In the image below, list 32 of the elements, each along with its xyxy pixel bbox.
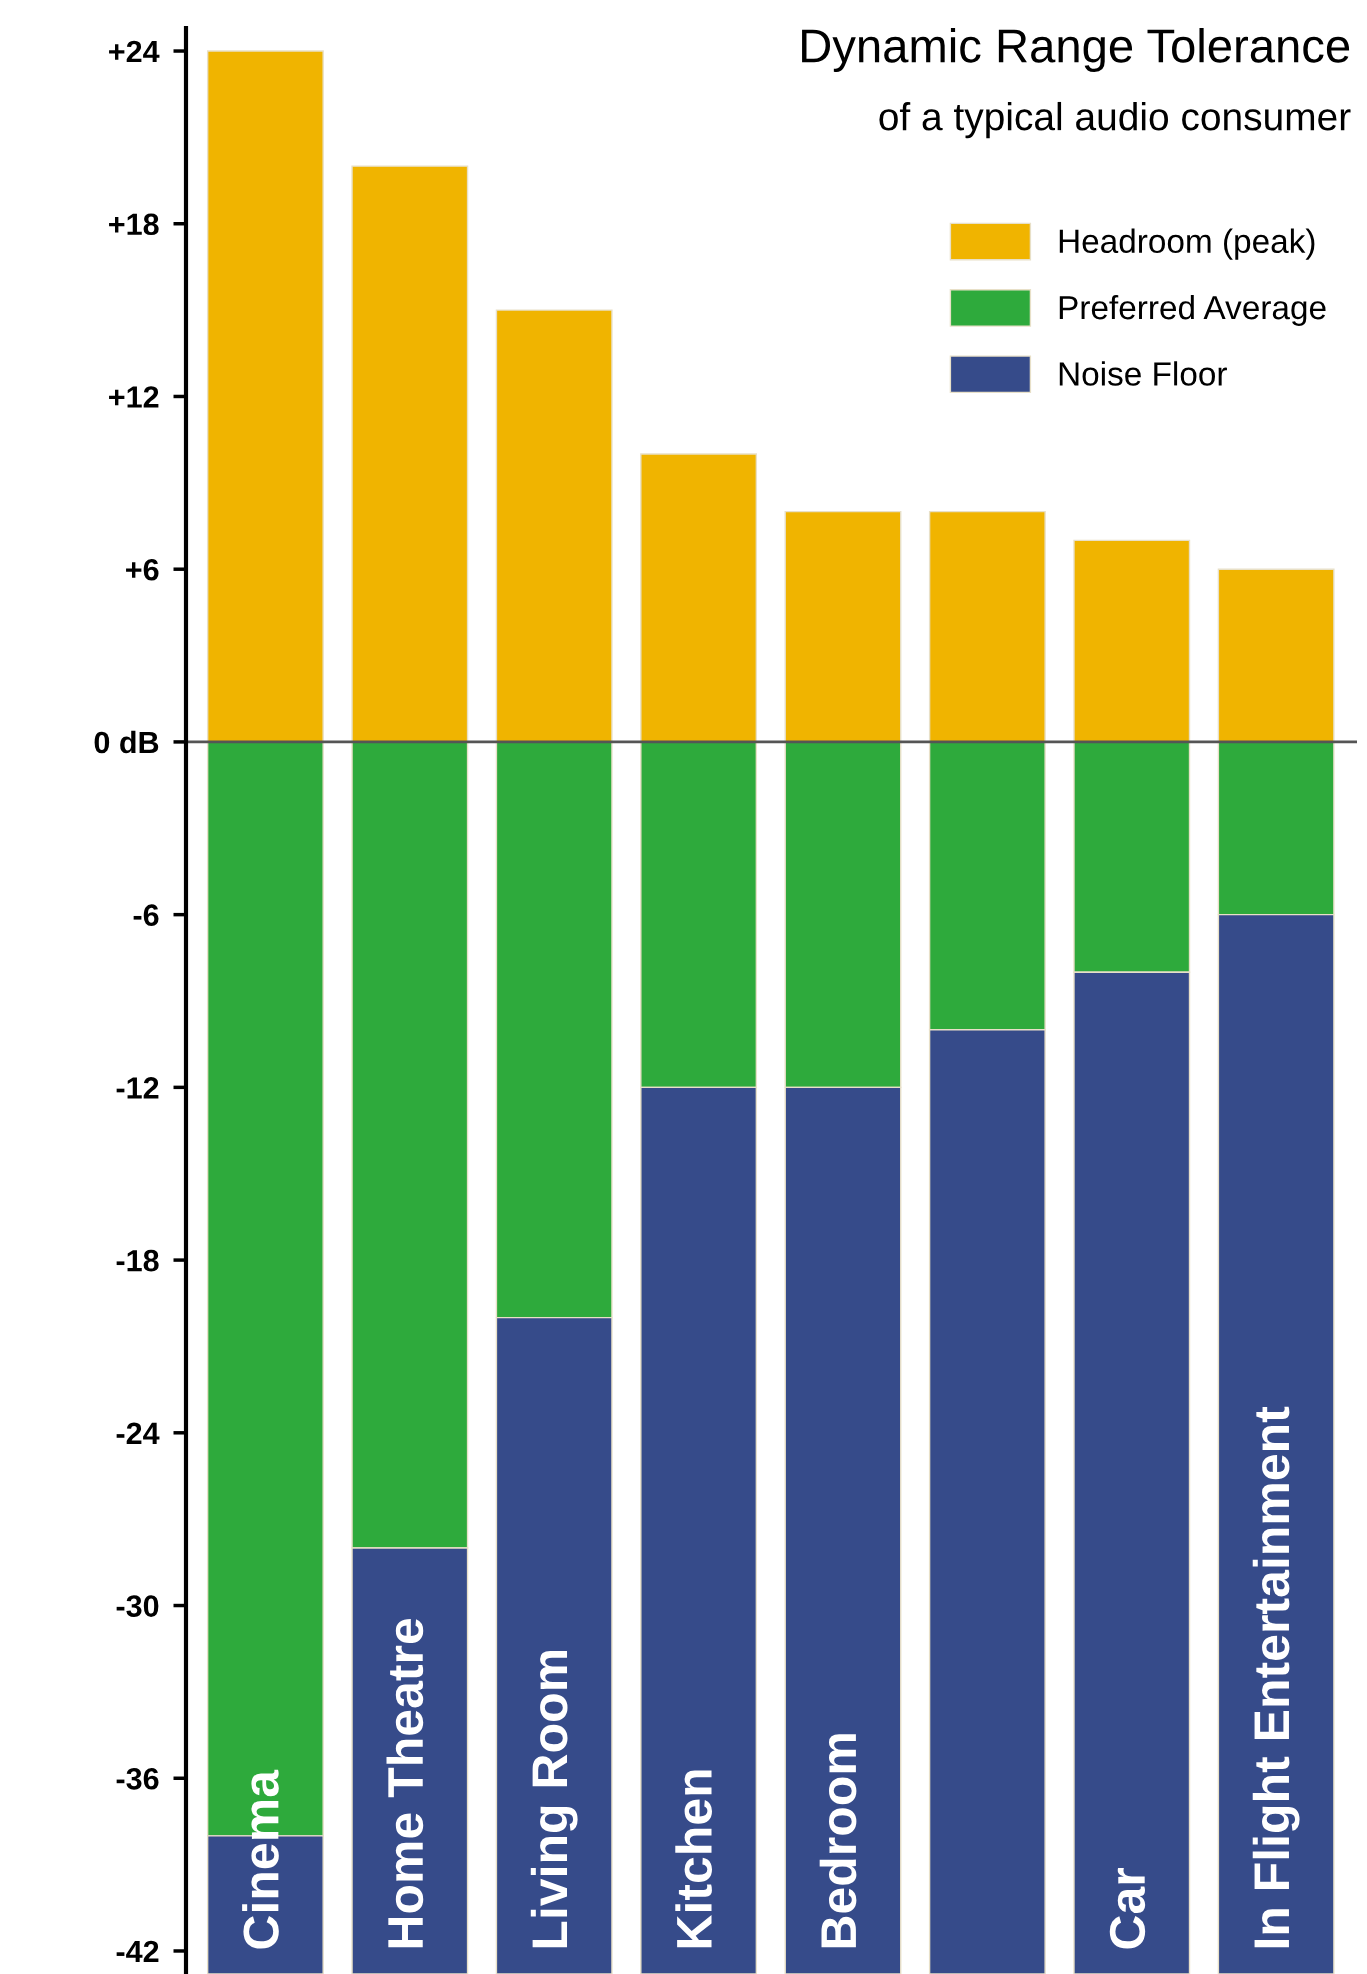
y-tick-label: -18 — [116, 1249, 159, 1272]
x-tick-label: Car — [1109, 1868, 1146, 1949]
y-tick-label: -42 — [116, 1940, 159, 1963]
bar — [495, 309, 613, 743]
x-tick-label: Kitchen — [675, 1770, 713, 1948]
bar — [206, 50, 324, 743]
legend-label: Noise Floor — [1059, 361, 1227, 386]
y-tick-label: -24 — [116, 1422, 160, 1444]
legend-label: Headroom (peak) — [1059, 228, 1315, 260]
bar — [640, 453, 758, 743]
x-tick-label: Home Theatre — [386, 1618, 424, 1948]
bar — [1217, 568, 1335, 743]
bar — [351, 165, 469, 743]
y-tick-label: +12 — [109, 386, 159, 408]
y-tick-label: -30 — [116, 1595, 159, 1617]
y-tick-label: +24 — [109, 40, 160, 63]
y-tick-label: -36 — [116, 1767, 159, 1790]
x-tick-label: In Flight Entertainment — [1252, 1406, 1300, 1948]
y-tick-label: -6 — [133, 904, 159, 927]
bar — [928, 510, 1046, 743]
y-tick-label: +6 — [126, 558, 159, 581]
chart-title: Dynamic Range Tolerance — [802, 28, 1350, 73]
legend-label: Preferred Average — [1059, 294, 1326, 326]
x-tick-label: Cinema — [242, 1769, 279, 1949]
bar — [1073, 539, 1191, 743]
y-tick-label: +18 — [109, 213, 159, 236]
text: of a typical audio consumer — [879, 101, 1351, 139]
bar — [784, 510, 902, 743]
y-tick-label: 0 dB — [94, 730, 159, 754]
x-tick-label: Bedroom — [819, 1734, 857, 1948]
y-tick-label: -12 — [116, 1077, 159, 1099]
x-tick-label: Living Room — [530, 1650, 578, 1948]
